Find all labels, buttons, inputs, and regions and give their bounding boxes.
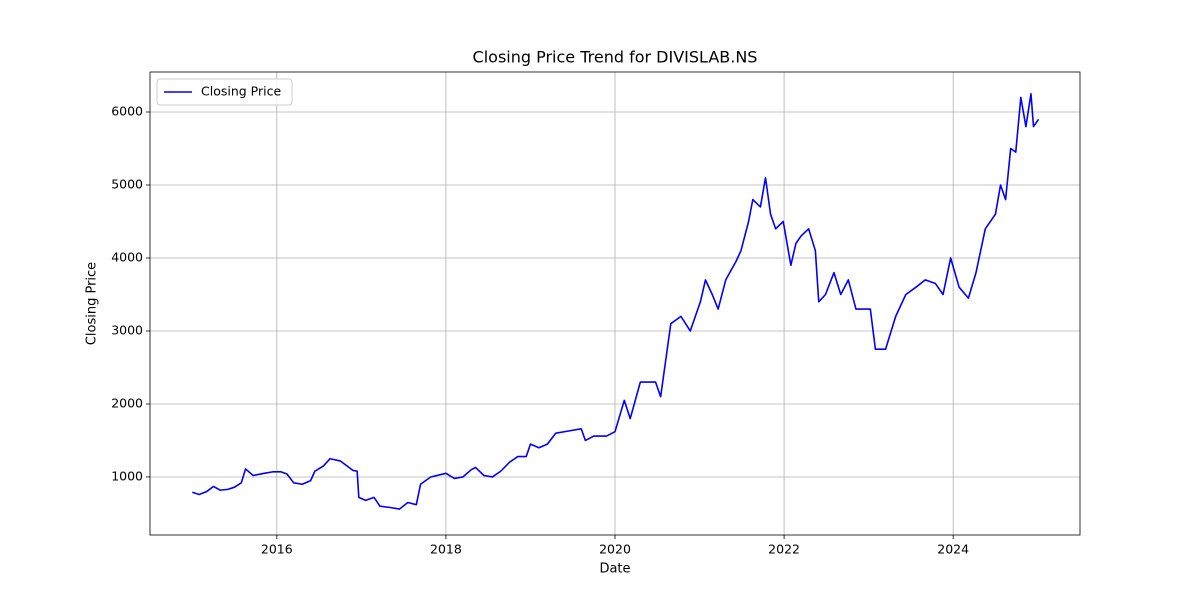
x-tick-label: 2020 <box>599 542 631 557</box>
x-axis-label: Date <box>599 562 630 577</box>
x-tick-label: 2018 <box>430 542 462 557</box>
x-tick-label: 2024 <box>937 542 969 557</box>
legend-box <box>156 78 293 106</box>
y-tick-label: 4000 <box>111 249 143 264</box>
legend-label: Closing Price <box>201 84 281 99</box>
y-tick-label: 3000 <box>111 322 143 337</box>
y-tick-label: 5000 <box>111 176 143 191</box>
y-axis-label: Closing Price <box>85 262 100 345</box>
y-tick-label: 6000 <box>111 104 143 119</box>
plot-frame <box>149 71 1081 536</box>
chart-title: Closing Price Trend for DIVISLAB.NS <box>473 48 758 67</box>
x-tick-label: 2016 <box>261 542 293 557</box>
y-tick-label: 1000 <box>111 468 143 483</box>
legend: Closing Price <box>156 78 293 106</box>
price-line <box>192 92 1040 510</box>
y-tick-label: 2000 <box>111 395 143 410</box>
x-tick-label: 2022 <box>768 542 800 557</box>
